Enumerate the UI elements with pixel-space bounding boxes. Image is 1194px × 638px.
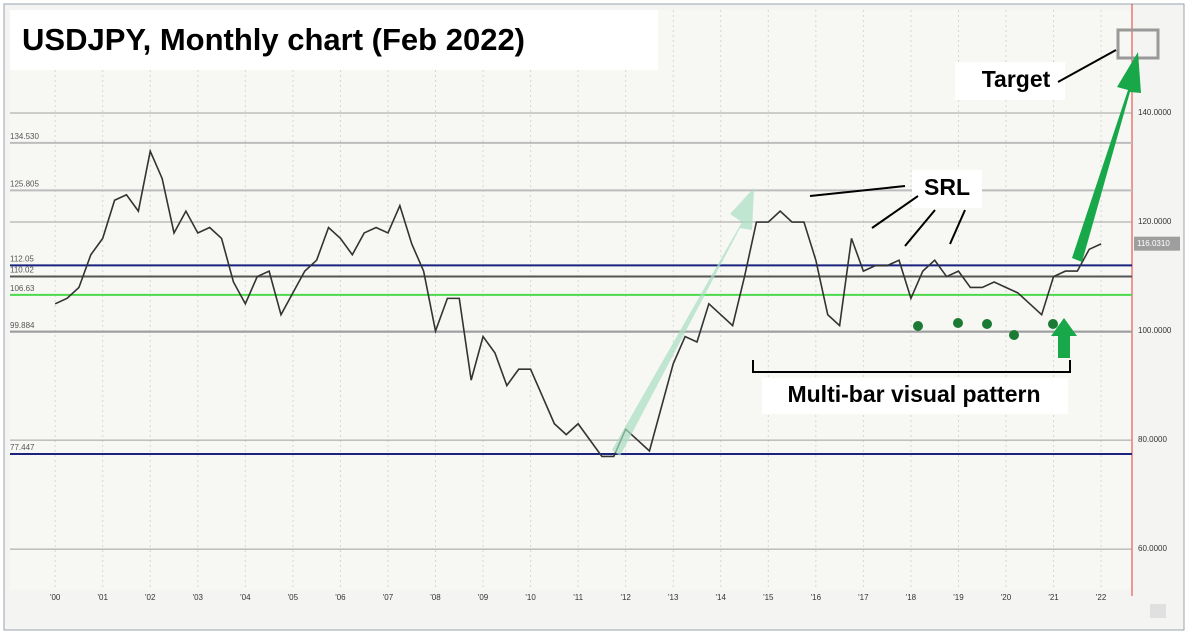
x-tick-label: '03 — [193, 593, 204, 602]
y-tick-label: 80.0000 — [1138, 435, 1167, 444]
y-tick-label: 100.0000 — [1138, 326, 1172, 335]
pattern-bracket — [752, 360, 1071, 373]
x-tick-label: '22 — [1096, 593, 1107, 602]
x-tick-label: '05 — [288, 593, 299, 602]
x-tick-label: '10 — [525, 593, 536, 602]
y-tick-label: 60.0000 — [1138, 544, 1167, 553]
pattern-label-bg — [762, 378, 1068, 414]
price-line — [54, 148, 1102, 458]
y-tick-label: 140.0000 — [1138, 108, 1172, 117]
x-tick-label: '01 — [97, 593, 108, 602]
y-tick-label: 120.0000 — [1138, 217, 1172, 226]
level-label: 134.530 — [10, 132, 39, 141]
level-label: 125.805 — [10, 180, 39, 189]
x-tick-label: '02 — [145, 593, 156, 602]
x-tick-label: '12 — [620, 593, 631, 602]
x-tick-label: '11 — [573, 593, 583, 602]
signal-markers — [913, 318, 1058, 340]
chart-title: USDJPY, Monthly chart (Feb 2022) — [22, 22, 525, 57]
target-arrow — [1072, 52, 1141, 262]
annotation: Target — [982, 66, 1051, 92]
x-tick-label: '13 — [668, 593, 679, 602]
x-tick-label: '17 — [858, 593, 869, 602]
srl-label-bg — [912, 170, 982, 208]
scroll-button[interactable] — [1150, 604, 1166, 618]
past-move-arrow — [612, 188, 754, 456]
target-label-bg — [955, 62, 1065, 100]
x-tick-label: '20 — [1001, 593, 1012, 602]
pointer — [1057, 49, 1117, 83]
x-tick-label: '00 — [50, 593, 61, 602]
x-tick-label: '04 — [240, 593, 251, 602]
x-tick-label: '21 — [1048, 593, 1059, 602]
x-tick-label: '09 — [478, 593, 489, 602]
x-tick-label: '14 — [716, 593, 727, 602]
level-label: 110.02 — [10, 266, 34, 275]
level-label: 99.884 — [10, 321, 35, 330]
last-price-label: 116.0310 — [1137, 239, 1170, 248]
level-label: 77.447 — [10, 443, 35, 452]
plot-area — [10, 10, 1132, 590]
srl-pointers — [809, 185, 966, 247]
title-box — [10, 10, 658, 70]
x-tick-label: '19 — [953, 593, 964, 602]
signal-arrow — [1051, 318, 1077, 358]
annotation: SRL — [924, 174, 970, 200]
level-label: 106.63 — [10, 284, 35, 293]
level-label: 112.05 — [10, 254, 34, 263]
x-tick-label: '07 — [383, 593, 394, 602]
last-price-tag — [1134, 236, 1180, 251]
x-tick-label: '06 — [335, 593, 346, 602]
x-tick-label: '08 — [430, 593, 441, 602]
x-tick-label: '16 — [811, 593, 822, 602]
x-tick-label: '15 — [763, 593, 774, 602]
x-tick-label: '18 — [906, 593, 917, 602]
annotation: Multi-bar visual pattern — [787, 381, 1040, 407]
